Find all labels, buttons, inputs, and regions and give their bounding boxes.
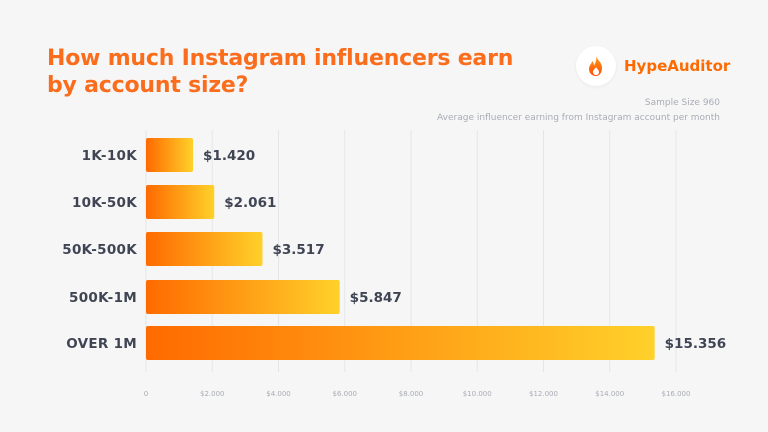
flame-icon	[576, 46, 616, 86]
category-label: 10K-50K	[72, 195, 137, 211]
category-label: 50K-500K	[62, 242, 137, 258]
category-label: 500K-1M	[69, 290, 137, 306]
x-tick-label: 0	[144, 390, 148, 398]
category-label: 1K-10K	[82, 148, 138, 164]
brand-name: HypeAuditor	[624, 57, 731, 75]
bar	[146, 232, 263, 266]
chart-title: How much Instagram influencers earn by a…	[47, 46, 514, 98]
bar	[146, 185, 215, 219]
brand: HypeAuditor	[576, 46, 730, 86]
x-tick-label: $12.000	[529, 390, 558, 398]
category-label: OVER 1M	[66, 336, 137, 352]
x-tick-label: $2.000	[200, 390, 225, 398]
x-tick-label: $8.000	[399, 390, 424, 398]
chart-description: Average influencer earning from Instagra…	[437, 113, 720, 123]
bar	[146, 138, 194, 172]
bars	[146, 138, 655, 360]
bar	[146, 326, 655, 360]
value-label: $1.420	[203, 148, 255, 164]
sample-size: Sample Size 960	[644, 98, 720, 108]
value-label: $2.061	[224, 195, 276, 211]
labels: 0 $2.000 $4.000 $6.000 $8.000 $10.000 $12.000 $…	[62, 148, 726, 398]
value-label: $5.847	[350, 290, 402, 306]
value-label: $3.517	[273, 242, 325, 258]
x-tick-label: $10.000	[463, 390, 492, 398]
x-tick-label: $14.000	[595, 390, 624, 398]
value-label: $15.356	[665, 336, 727, 352]
x-tick-label: $6.000	[333, 390, 358, 398]
bar	[146, 280, 340, 314]
x-tick-label: $4.000	[266, 390, 291, 398]
x-tick-label: $16.000	[662, 390, 691, 398]
